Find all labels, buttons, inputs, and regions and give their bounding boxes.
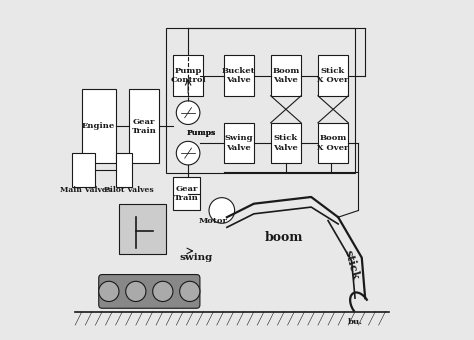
Text: Boom
X Over: Boom X Over	[318, 134, 349, 152]
Text: Stick
Valve: Stick Valve	[273, 134, 298, 152]
Text: Engine: Engine	[82, 122, 115, 130]
Text: swing: swing	[180, 253, 213, 262]
Bar	[116, 153, 132, 187]
Bar	[129, 89, 159, 163]
Text: Boom
Valve: Boom Valve	[272, 67, 300, 84]
Text: Gear
Train: Gear Train	[174, 185, 199, 202]
Text: Gear
Train: Gear Train	[132, 118, 157, 135]
Bar	[166, 28, 355, 173]
Text: Pilot Valves: Pilot Valves	[104, 186, 154, 194]
FancyBboxPatch shape	[99, 274, 200, 308]
Bar	[173, 177, 200, 210]
Bar	[82, 89, 116, 163]
Text: Main Valves: Main Valves	[60, 186, 111, 194]
Text: Pumps: Pumps	[186, 129, 216, 137]
Bar	[72, 153, 95, 187]
Circle shape	[180, 281, 200, 302]
Text: stick: stick	[342, 248, 361, 280]
Text: Pump
Control: Pump Control	[170, 67, 206, 84]
Bar	[318, 55, 348, 96]
Circle shape	[176, 141, 200, 165]
Circle shape	[176, 101, 200, 124]
Text: Stick
X Over: Stick X Over	[318, 67, 349, 84]
Bar	[224, 123, 254, 163]
Circle shape	[99, 281, 119, 302]
Bar	[173, 55, 203, 96]
Circle shape	[126, 281, 146, 302]
Bar	[271, 55, 301, 96]
Text: boom: boom	[265, 231, 303, 244]
Circle shape	[209, 198, 235, 223]
Text: Bucket
Valve: Bucket Valve	[222, 67, 255, 84]
Text: Pumps: Pumps	[187, 129, 216, 137]
Bar	[224, 55, 254, 96]
Text: Motor: Motor	[199, 217, 228, 225]
Bar	[271, 123, 301, 163]
Text: bu.: bu.	[347, 318, 363, 326]
Text: Swing
Valve: Swing Valve	[224, 134, 253, 152]
Circle shape	[153, 281, 173, 302]
Bar	[119, 204, 166, 254]
Bar	[318, 123, 348, 163]
